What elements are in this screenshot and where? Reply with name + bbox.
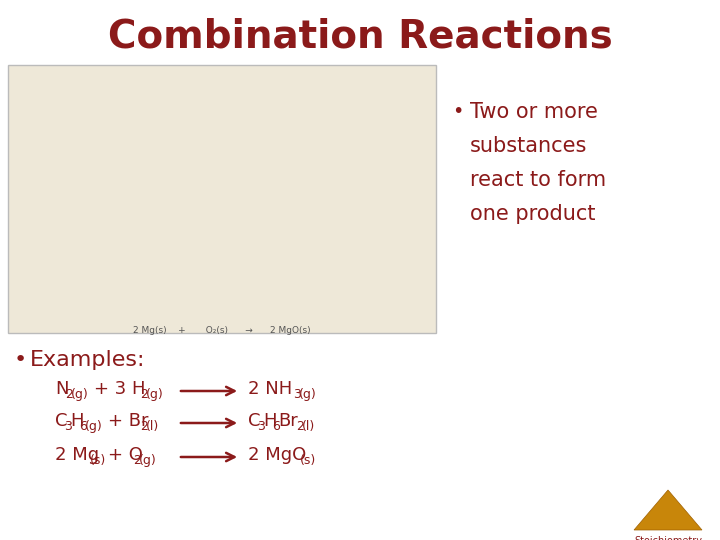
Text: + 3 H: + 3 H bbox=[94, 380, 145, 398]
Text: 2: 2 bbox=[140, 420, 148, 433]
Text: •: • bbox=[452, 102, 464, 121]
Text: substances: substances bbox=[470, 136, 588, 156]
Text: Two or more: Two or more bbox=[470, 102, 598, 122]
Text: 2: 2 bbox=[65, 388, 73, 401]
Text: one product: one product bbox=[470, 204, 595, 224]
Text: C: C bbox=[55, 412, 68, 430]
Text: (l): (l) bbox=[146, 420, 159, 433]
Text: •: • bbox=[14, 350, 27, 370]
Text: 3: 3 bbox=[64, 420, 72, 433]
Text: C: C bbox=[248, 412, 261, 430]
Text: 2 Mg(s)    +       O₂(s)      →      2 MgO(s): 2 Mg(s) + O₂(s) → 2 MgO(s) bbox=[133, 326, 311, 335]
Text: (s): (s) bbox=[90, 454, 107, 467]
FancyBboxPatch shape bbox=[8, 65, 436, 333]
Text: 2: 2 bbox=[296, 420, 304, 433]
Text: (g): (g) bbox=[146, 388, 163, 401]
Text: H: H bbox=[70, 412, 84, 430]
Text: (g): (g) bbox=[85, 420, 103, 433]
Text: (g): (g) bbox=[139, 454, 157, 467]
Text: Stoichiometry: Stoichiometry bbox=[634, 536, 702, 540]
Text: 2: 2 bbox=[133, 454, 141, 467]
Text: + O: + O bbox=[108, 446, 143, 464]
Polygon shape bbox=[634, 490, 702, 530]
Text: (l): (l) bbox=[302, 420, 315, 433]
Text: + Br: + Br bbox=[108, 412, 148, 430]
Text: 3: 3 bbox=[293, 388, 301, 401]
Text: (g): (g) bbox=[71, 388, 89, 401]
Text: 3: 3 bbox=[257, 420, 265, 433]
Text: (g): (g) bbox=[299, 388, 317, 401]
Text: 2: 2 bbox=[140, 388, 148, 401]
Text: Combination Reactions: Combination Reactions bbox=[107, 17, 613, 55]
Text: 6: 6 bbox=[79, 420, 87, 433]
Text: N: N bbox=[55, 380, 68, 398]
Text: react to form: react to form bbox=[470, 170, 606, 190]
Text: 2 MgO: 2 MgO bbox=[248, 446, 306, 464]
Text: 2 NH: 2 NH bbox=[248, 380, 292, 398]
Text: 2 Mg: 2 Mg bbox=[55, 446, 99, 464]
Text: 6: 6 bbox=[272, 420, 280, 433]
Text: H: H bbox=[263, 412, 276, 430]
Text: (s): (s) bbox=[300, 454, 316, 467]
Text: Br: Br bbox=[278, 412, 298, 430]
Text: Examples:: Examples: bbox=[30, 350, 145, 370]
